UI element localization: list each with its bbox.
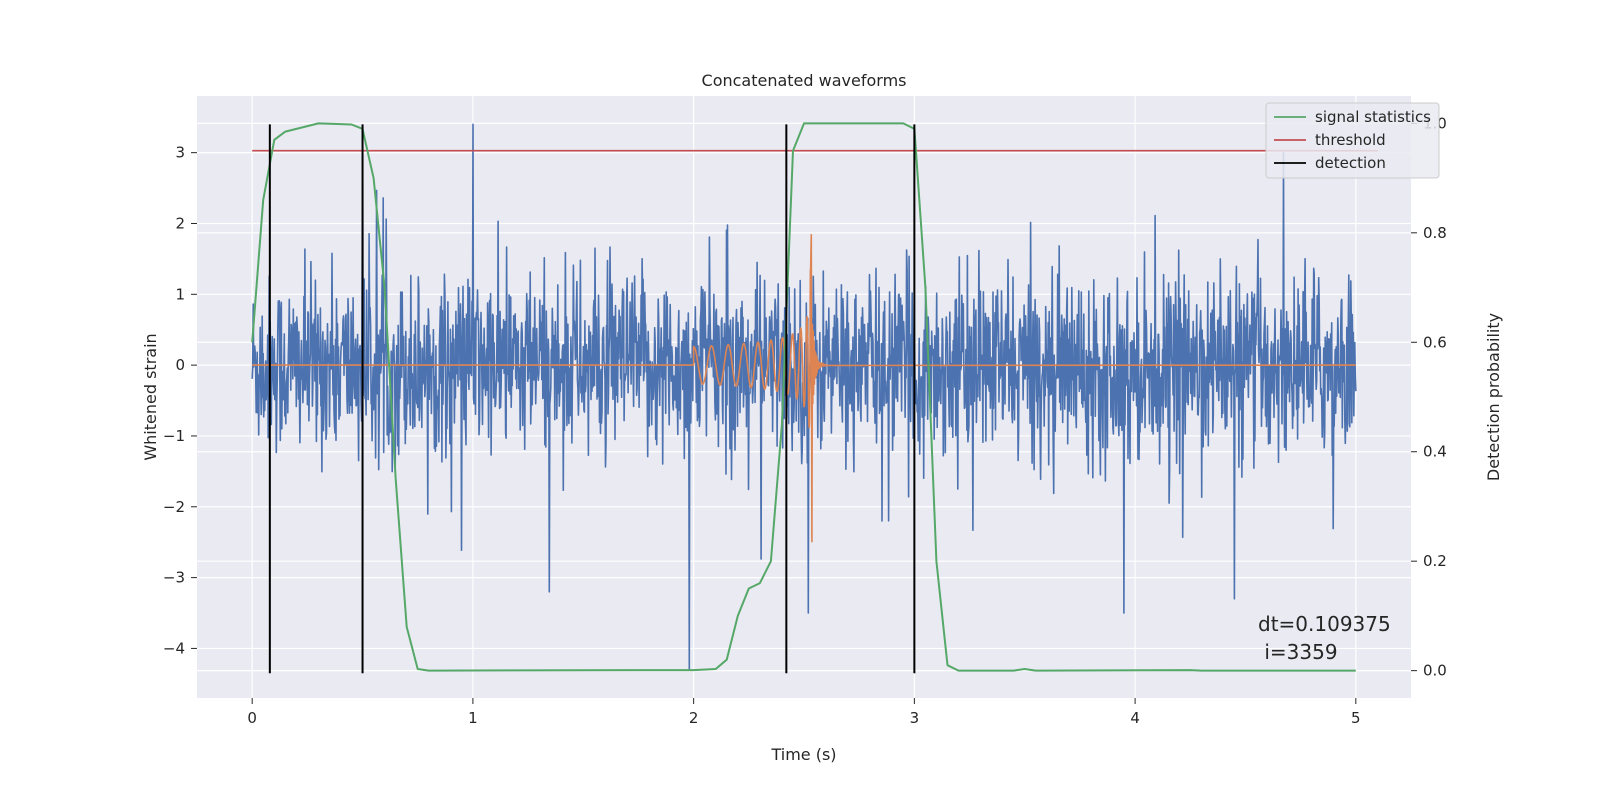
y2-tick-label: 0.0	[1423, 662, 1447, 680]
legend: signal statistics threshold detection	[1265, 102, 1440, 179]
annotation-i: i=3359	[1258, 640, 1338, 664]
y2-tick-label: 0.2	[1423, 552, 1447, 570]
x-tick-label: 4	[1130, 709, 1140, 727]
template-series	[252, 234, 1356, 543]
y2-tick-label: 0.6	[1423, 333, 1447, 351]
x-tick-label: 0	[247, 709, 257, 727]
legend-box	[1265, 102, 1440, 179]
legend-label-threshold: threshold	[1315, 131, 1386, 149]
x-axis-label: Time (s)	[770, 745, 836, 764]
y-tick-label: −1	[163, 427, 185, 445]
y-tick-label: 1	[175, 285, 185, 303]
x-tick-label: 5	[1351, 709, 1361, 727]
strain-series	[251, 123, 1357, 671]
chart-title: Concatenated waveforms	[702, 71, 907, 90]
y-tick-label: 0	[175, 356, 185, 374]
y-tick-label: 2	[175, 214, 185, 232]
y-tick-label: −3	[163, 569, 185, 587]
y-tick-label: −4	[163, 639, 185, 657]
y-tick-label: 3	[175, 144, 185, 162]
y2-axis-label: Detection probability	[1484, 313, 1503, 481]
x-tick-label: 3	[910, 709, 920, 727]
x-tick-label: 1	[468, 709, 478, 727]
y-axis-label: Whitened strain	[141, 333, 160, 460]
signal-statistics-line	[251, 122, 1356, 672]
x-tick-label: 2	[689, 709, 699, 727]
legend-label-signal-statistics: signal statistics	[1315, 108, 1431, 126]
y2-tick-label: 0.8	[1423, 224, 1447, 242]
annotation-dt: dt=0.109375	[1258, 612, 1391, 636]
series-layer	[251, 122, 1378, 674]
y2-tick-label: 0.4	[1423, 443, 1447, 461]
y-tick-label: −2	[163, 498, 185, 516]
annotation: dt=0.109375 i=3359	[1258, 612, 1391, 664]
legend-label-detection: detection	[1315, 154, 1386, 172]
